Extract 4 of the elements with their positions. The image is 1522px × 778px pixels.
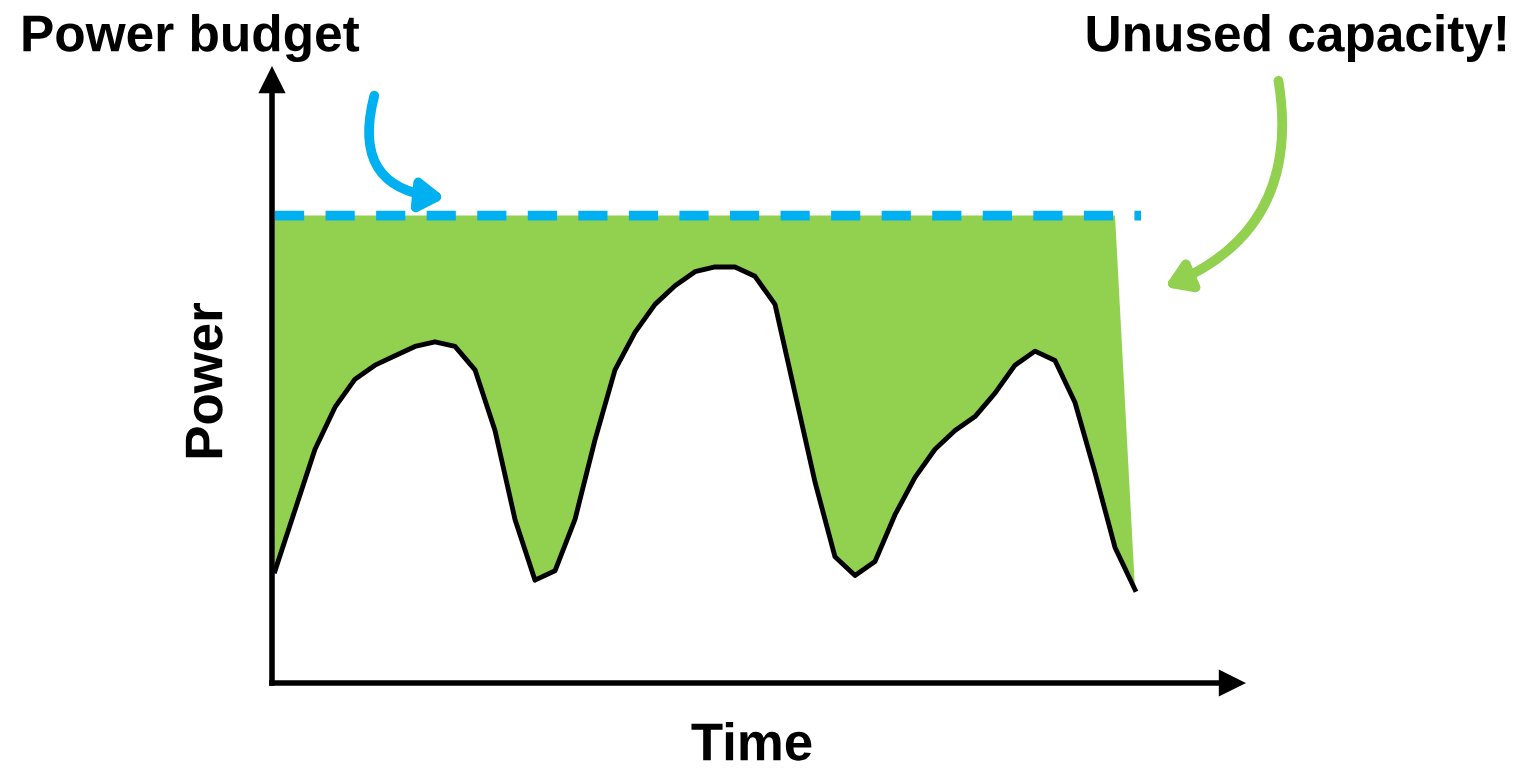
y-axis-title: Power xyxy=(185,303,223,458)
x-axis-title: Time xyxy=(691,721,812,761)
text: Power budget xyxy=(23,13,360,63)
text: Unused capacity! xyxy=(1087,14,1506,62)
